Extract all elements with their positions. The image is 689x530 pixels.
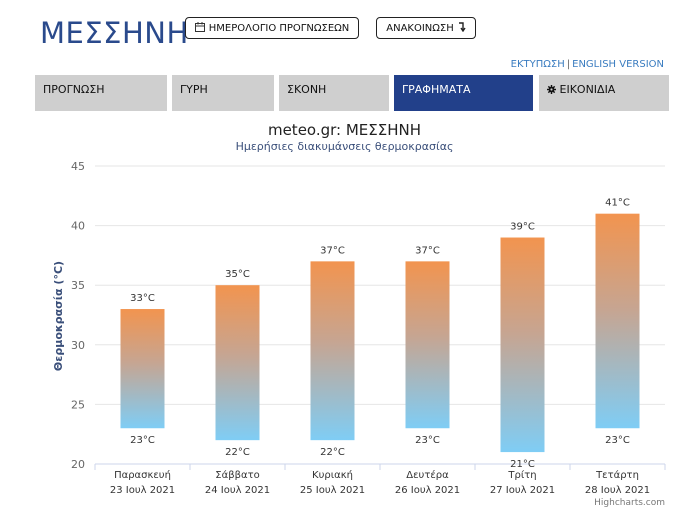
temperature-bar[interactable] <box>405 261 450 429</box>
tab-label: ΠΡΟΓΝΩΣΗ <box>43 83 105 96</box>
highcharts-credit[interactable]: Highcharts.com <box>594 498 665 508</box>
min-temp-label: 22°C <box>225 447 250 458</box>
calendar-icon <box>194 21 205 35</box>
english-version-link[interactable]: ENGLISH VERSION <box>572 59 664 70</box>
x-tick-date: 24 Ιουλ 2021 <box>205 485 270 496</box>
tab-label: ΕΙΚΟΝΙΔΙΑ <box>559 83 616 96</box>
temperature-bar[interactable] <box>120 309 165 429</box>
temperature-bar[interactable] <box>595 213 640 429</box>
link-separator: | <box>566 59 571 70</box>
y-tick-label: 30 <box>71 339 85 352</box>
x-tick-day: Τετάρτη <box>595 469 639 481</box>
gear-icon <box>547 83 556 96</box>
y-tick-label: 20 <box>71 458 85 471</box>
x-tick-date: 25 Ιουλ 2021 <box>300 485 365 496</box>
x-tick-day: Παρασκευή <box>114 469 171 481</box>
max-temp-label: 35°C <box>225 269 250 280</box>
tab-icons[interactable]: ΕΙΚΟΝΙΔΙΑ <box>539 75 669 111</box>
x-tick-date: 23 Ιουλ 2021 <box>110 485 175 496</box>
x-tick-day: Κυριακή <box>312 469 353 481</box>
y-tick-label: 40 <box>71 220 85 233</box>
tab-charts[interactable]: ΓΡΑΦΗΜΑΤΑ <box>394 75 533 111</box>
tab-dust[interactable]: ΣΚΟΝΗ <box>279 75 389 111</box>
tab-label: ΣΚΟΝΗ <box>287 83 327 96</box>
page-title: ΜΕΣΣΗΝΗ <box>40 16 189 50</box>
y-tick-label: 35 <box>71 279 85 292</box>
announcement-button-label: ΑΝΑΚΟΙΝΩΣΗ <box>386 22 454 34</box>
print-link[interactable]: ΕΚΤΥΠΩΣΗ <box>510 59 565 70</box>
tab-forecast[interactable]: ΠΡΟΓΝΩΣΗ <box>35 75 167 111</box>
announcement-button[interactable]: ΑΝΑΚΟΙΝΩΣΗ <box>376 17 476 39</box>
max-temp-label: 37°C <box>320 245 345 256</box>
max-temp-label: 37°C <box>415 245 440 256</box>
top-links: ΕΚΤΥΠΩΣΗ | ENGLISH VERSION <box>511 59 664 70</box>
x-tick-date: 28 Ιουλ 2021 <box>585 485 650 496</box>
x-tick-day: Σάββατο <box>215 469 259 481</box>
temperature-bar[interactable] <box>500 237 545 453</box>
chart-subtitle: Ημερήσιες διακυμάνσεις θερμοκρασίας <box>235 140 454 153</box>
x-tick-day: Δευτέρα <box>406 469 449 481</box>
x-tick-day: Τρίτη <box>507 469 536 481</box>
max-temp-label: 41°C <box>605 198 630 209</box>
y-tick-label: 45 <box>71 160 85 173</box>
min-temp-label: 23°C <box>130 435 155 446</box>
tab-pollen[interactable]: ΓΥΡΗ <box>172 75 274 111</box>
tab-label: ΓΡΑΦΗΜΑΤΑ <box>402 83 471 96</box>
tab-label: ΓΥΡΗ <box>180 83 208 96</box>
calendar-button-label: ΗΜΕΡΟΛΟΓΙΟ ΠΡΟΓΝΩΣΕΩΝ <box>208 22 350 34</box>
temperature-bar[interactable] <box>310 261 355 441</box>
max-temp-label: 39°C <box>510 222 535 233</box>
min-temp-label: 21°C <box>510 459 535 470</box>
x-tick-date: 26 Ιουλ 2021 <box>395 485 460 496</box>
x-tick-date: 27 Ιουλ 2021 <box>490 485 555 496</box>
y-axis-label: Θερμοκρασία (°C) <box>52 261 65 371</box>
max-temp-label: 33°C <box>130 293 155 304</box>
temperature-bar[interactable] <box>215 285 260 441</box>
min-temp-label: 23°C <box>605 435 630 446</box>
forecast-calendar-button[interactable]: ΗΜΕΡΟΛΟΓΙΟ ΠΡΟΓΝΩΣΕΩΝ <box>185 17 359 39</box>
arrow-down-icon <box>458 21 466 35</box>
min-temp-label: 22°C <box>320 447 345 458</box>
chart-title: meteo.gr: ΜΕΣΣΗΝΗ <box>267 121 422 139</box>
min-temp-label: 23°C <box>415 435 440 446</box>
y-tick-label: 25 <box>71 398 85 411</box>
